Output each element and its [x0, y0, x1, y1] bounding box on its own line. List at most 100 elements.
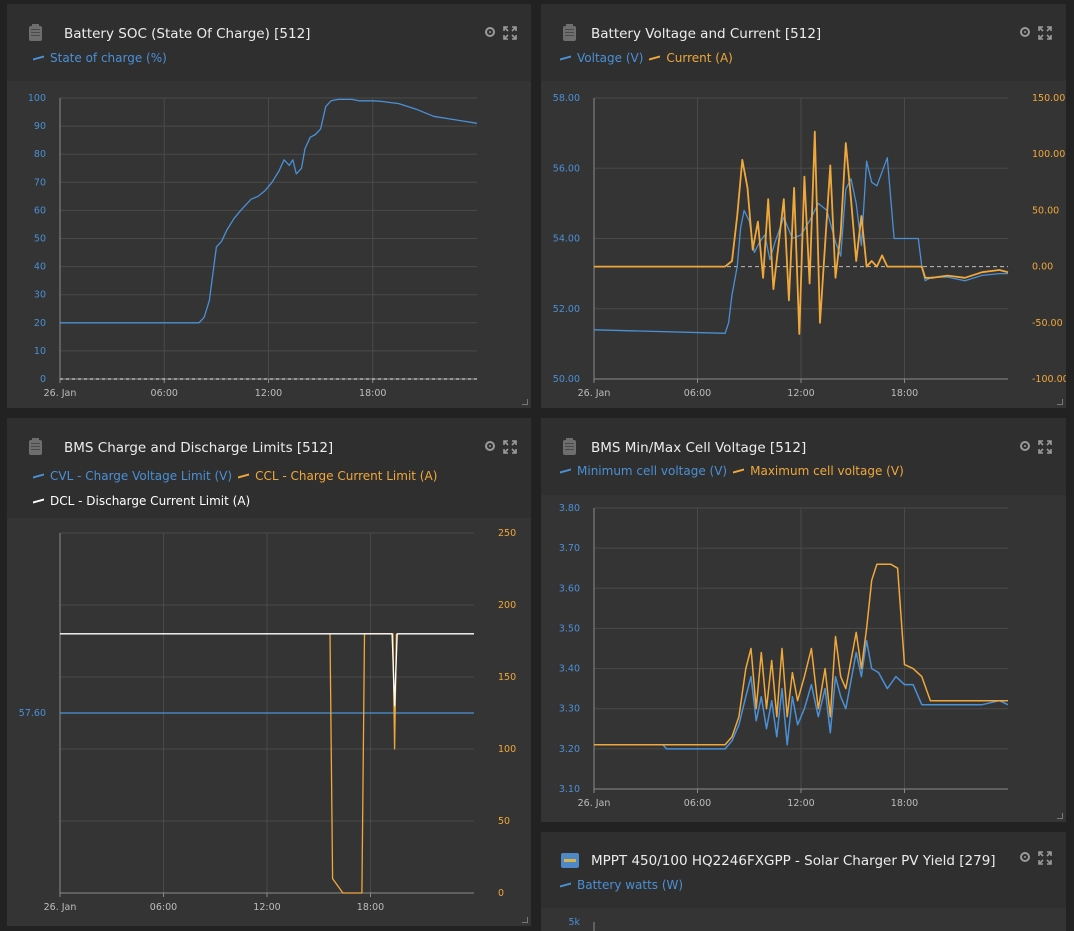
battery-voltage-current-panel: Battery Voltage and Current [512] Voltag…: [541, 4, 1066, 408]
chart-svg: 26. Jan 06:00 12:00 18:00 57.60 0 50 100 150 200 2…: [19, 528, 516, 913]
settings-gear-icon[interactable]: [485, 27, 495, 37]
legend-item[interactable]: CCL - Charge Current Limit (A): [238, 464, 437, 489]
legend-label: Battery watts (W): [577, 878, 684, 892]
x-tick-label: 18:00: [891, 388, 918, 399]
legend-label: CVL - Charge Voltage Limit (V): [50, 469, 233, 483]
series-line-2: [329, 633, 398, 894]
settings-gear-icon[interactable]: [485, 441, 495, 451]
y-tick-label: 58.00: [553, 93, 580, 104]
settings-gear-icon[interactable]: [1020, 852, 1030, 862]
y-tick-label: 60: [34, 205, 46, 216]
y-tick-label: 10: [34, 346, 46, 357]
legend-swatch-icon: [560, 882, 571, 887]
y-tick-label: 54.00: [553, 234, 580, 245]
expand-icon[interactable]: [503, 26, 517, 40]
legend-item[interactable]: DCL - Discharge Current Limit (A): [33, 489, 250, 514]
panel-title: BMS Charge and Discharge Limits [512]: [64, 440, 334, 456]
solar-charger-icon: [561, 853, 579, 868]
legend-label: Minimum cell voltage (V): [577, 464, 728, 478]
y-tick-label: 5k: [568, 917, 580, 928]
legend-item[interactable]: State of charge (%): [33, 51, 167, 65]
y-tick-label: 57.60: [19, 708, 46, 719]
expand-icon[interactable]: [1038, 851, 1052, 865]
legend-item[interactable]: Battery watts (W): [560, 878, 683, 892]
panel-title: MPPT 450/100 HQ2246FXGPP - Solar Charger…: [591, 853, 996, 869]
expand-icon[interactable]: [1038, 26, 1052, 40]
chart-svg: 5k: [568, 917, 595, 931]
y-tick-label: 52.00: [553, 304, 580, 315]
y-tick-label: 3.40: [559, 664, 580, 675]
y-tick-label: 3.60: [559, 583, 580, 594]
bms-cell-voltage-panel: BMS Min/Max Cell Voltage [512] Minimum c…: [541, 418, 1066, 822]
x-tick-label: 18:00: [357, 902, 384, 913]
settings-gear-icon[interactable]: [1020, 27, 1030, 37]
chart-legend: CVL - Charge Voltage Limit (V) CCL - Char…: [33, 464, 503, 514]
legend-swatch-icon: [33, 498, 44, 503]
legend-item[interactable]: Current (A): [649, 51, 733, 65]
series-line-1: [594, 639, 1009, 750]
y-tick-label: 3.20: [559, 744, 580, 755]
y2-tick-label: -100.00: [1032, 374, 1066, 385]
y-tick-label: 50: [34, 234, 46, 245]
x-tick-label: 18:00: [891, 798, 918, 809]
expand-icon[interactable]: [503, 440, 517, 454]
legend-swatch-icon: [560, 55, 571, 60]
bms-limits-panel: BMS Charge and Discharge Limits [512] CV…: [7, 418, 531, 926]
battery-icon: [29, 24, 42, 41]
series-line-3: [60, 633, 474, 707]
y-tick-label: 3.70: [559, 543, 580, 554]
y2-tick-label: -50.00: [1032, 318, 1063, 329]
resize-handle[interactable]: [522, 399, 528, 405]
legend-swatch-icon: [33, 55, 44, 60]
y2-tick-label: 50: [498, 816, 510, 827]
y2-tick-label: 100.00: [1032, 149, 1065, 160]
y-tick-label: 0: [40, 374, 46, 385]
legend-label: CCL - Charge Current Limit (A): [255, 469, 438, 483]
chart-plot-area: 26. Jan 06:00 12:00 18:00 0 10 20 30 40 50 60 70 80 9…: [7, 81, 531, 408]
y-tick-label: 3.30: [559, 704, 580, 715]
resize-handle[interactable]: [1057, 813, 1063, 819]
chart-plot-area: 26. Jan 06:00 12:00 18:00 50.00 52.00 54.00 56.…: [541, 81, 1066, 408]
chart-legend: State of charge (%): [33, 51, 173, 65]
y-tick-label: 20: [34, 318, 46, 329]
settings-gear-icon[interactable]: [1020, 441, 1030, 451]
y2-tick-label: 0: [498, 888, 504, 899]
panel-title: BMS Min/Max Cell Voltage [512]: [591, 440, 807, 456]
series-line-2: [594, 130, 1009, 335]
y-tick-label: 3.50: [559, 623, 580, 634]
chart-svg: 26. Jan 06:00 12:00 18:00 50.00 52.00 54.00 56.…: [553, 93, 1066, 399]
chart-plot-area: 5k: [541, 908, 1066, 931]
y-tick-label: 70: [34, 177, 46, 188]
resize-handle[interactable]: [522, 917, 528, 923]
y-tick-label: 3.10: [559, 784, 580, 795]
legend-swatch-icon: [560, 468, 571, 473]
chart-legend: Minimum cell voltage (V) Maximum cell vol…: [560, 464, 910, 478]
legend-item[interactable]: CVL - Charge Voltage Limit (V): [33, 464, 232, 489]
y2-tick-label: 100: [498, 744, 516, 755]
y-tick-label: 80: [34, 149, 46, 160]
x-tick-label: 26. Jan: [578, 388, 611, 399]
legend-swatch-icon: [733, 468, 745, 473]
battery-icon: [563, 438, 576, 455]
expand-icon[interactable]: [1038, 440, 1052, 454]
y-tick-label: 50.00: [553, 374, 580, 385]
chart-plot-area: 26. Jan 06:00 12:00 18:00 3.10 3.20 3.30 3.40 3.…: [541, 495, 1066, 822]
y-tick-label: 30: [34, 290, 46, 301]
legend-swatch-icon: [238, 473, 250, 478]
legend-swatch-icon: [649, 55, 661, 60]
series-line-1: [60, 98, 478, 324]
legend-item[interactable]: Voltage (V): [560, 51, 643, 65]
panel-tools: [485, 26, 517, 42]
x-tick-label: 12:00: [255, 388, 282, 399]
battery-icon: [29, 438, 42, 455]
y-tick-label: 40: [34, 262, 46, 273]
panel-tools: [1020, 26, 1052, 42]
y2-tick-label: 50.00: [1032, 205, 1059, 216]
resize-handle[interactable]: [1057, 399, 1063, 405]
chart-svg: 26. Jan 06:00 12:00 18:00 0 10 20 30 40 50 60 70 80 9…: [28, 93, 478, 399]
panel-tools: [1020, 440, 1052, 456]
panel-tools: [485, 440, 517, 456]
legend-item[interactable]: Minimum cell voltage (V): [560, 464, 727, 478]
legend-item[interactable]: Maximum cell voltage (V): [733, 464, 904, 478]
panel-title: Battery SOC (State Of Charge) [512]: [64, 26, 311, 42]
